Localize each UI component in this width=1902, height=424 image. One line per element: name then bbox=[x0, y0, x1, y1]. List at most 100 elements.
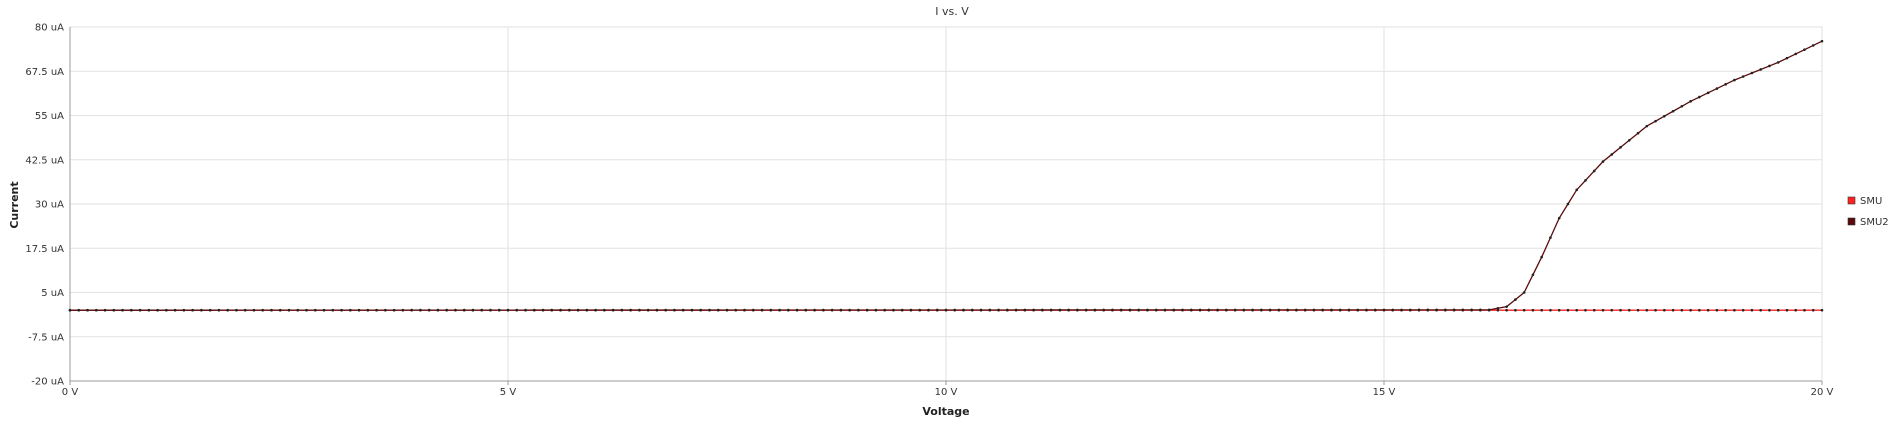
data-point bbox=[1444, 308, 1447, 312]
data-point bbox=[489, 308, 492, 312]
axes: -20 uA -7.5 uA 5 uA 17.5 uA 30 uA 42.5 uA 55 u… bbox=[25, 23, 1833, 399]
data-point bbox=[287, 308, 291, 312]
data-point bbox=[1514, 308, 1517, 312]
data-point bbox=[603, 308, 606, 312]
x-tick-label: 10 V bbox=[935, 387, 958, 398]
data-point bbox=[182, 308, 186, 312]
legend-label-smu: SMU bbox=[1860, 196, 1882, 207]
data-point bbox=[1724, 308, 1727, 312]
data-point bbox=[1566, 308, 1570, 312]
data-point bbox=[857, 308, 860, 312]
data-point bbox=[1505, 305, 1508, 308]
data-point bbox=[1470, 308, 1473, 312]
data-point bbox=[716, 308, 720, 312]
data-point bbox=[217, 308, 221, 312]
legend-swatch-smu2 bbox=[1847, 217, 1856, 226]
data-point bbox=[1163, 308, 1167, 312]
data-point bbox=[1557, 216, 1561, 220]
data-point bbox=[445, 308, 448, 312]
data-point bbox=[1382, 308, 1386, 312]
y-tick-label: -20 uA bbox=[31, 377, 64, 388]
y-tick-label: 55 uA bbox=[35, 111, 64, 122]
data-point bbox=[1724, 83, 1727, 86]
data-point bbox=[147, 308, 151, 312]
data-point bbox=[1592, 308, 1596, 312]
data-point bbox=[970, 308, 974, 312]
data-point bbox=[1601, 160, 1605, 163]
data-point bbox=[585, 308, 589, 312]
data-point bbox=[1540, 255, 1543, 259]
data-point bbox=[349, 308, 352, 312]
data-point bbox=[813, 308, 816, 312]
data-point bbox=[822, 308, 825, 312]
data-point bbox=[638, 308, 641, 312]
data-point bbox=[121, 308, 124, 312]
data-point bbox=[357, 308, 361, 312]
data-point bbox=[1286, 308, 1289, 312]
data-point bbox=[1706, 91, 1710, 95]
data-point bbox=[1330, 308, 1333, 312]
data-point bbox=[1750, 308, 1754, 312]
data-point bbox=[734, 308, 738, 312]
data-point bbox=[191, 308, 194, 312]
data-point bbox=[1733, 78, 1736, 82]
data-point bbox=[471, 308, 475, 312]
data-point bbox=[173, 308, 177, 312]
data-point bbox=[532, 308, 536, 312]
data-point bbox=[664, 308, 667, 312]
data-point bbox=[313, 308, 317, 312]
data-point bbox=[1522, 291, 1526, 294]
data-point bbox=[1146, 308, 1149, 312]
data-point bbox=[1741, 308, 1745, 312]
data-point bbox=[953, 308, 957, 312]
series bbox=[68, 39, 1824, 312]
data-point bbox=[1619, 308, 1622, 312]
data-point bbox=[550, 308, 554, 312]
x-tick-label: 15 V bbox=[1373, 387, 1396, 398]
data-point bbox=[1479, 308, 1482, 312]
data-point bbox=[427, 308, 431, 312]
data-point bbox=[1610, 153, 1614, 156]
data-point bbox=[252, 308, 256, 312]
data-point bbox=[1487, 308, 1491, 312]
data-point bbox=[235, 308, 238, 312]
data-point bbox=[1654, 308, 1657, 312]
data-point bbox=[1154, 308, 1158, 312]
data-point bbox=[1627, 308, 1631, 312]
data-point bbox=[1811, 44, 1815, 47]
data-point bbox=[156, 308, 159, 312]
data-point bbox=[804, 308, 808, 312]
data-point bbox=[497, 308, 501, 312]
data-point bbox=[620, 308, 624, 312]
data-point bbox=[1137, 308, 1141, 312]
data-point bbox=[1119, 308, 1123, 312]
data-point bbox=[1803, 308, 1806, 312]
data-point bbox=[1216, 308, 1219, 312]
data-point bbox=[278, 308, 282, 312]
data-point bbox=[138, 308, 142, 312]
data-point bbox=[1549, 236, 1552, 239]
data-point bbox=[918, 308, 922, 312]
data-point bbox=[1636, 308, 1640, 312]
data-point bbox=[1496, 308, 1500, 312]
data-point bbox=[1575, 188, 1579, 192]
data-point bbox=[1689, 100, 1692, 103]
data-point bbox=[392, 308, 396, 312]
data-point bbox=[892, 308, 895, 312]
x-tick-label: 5 V bbox=[500, 387, 517, 398]
data-point bbox=[1557, 308, 1561, 312]
data-point bbox=[760, 308, 764, 312]
data-point bbox=[699, 308, 703, 312]
data-point bbox=[1461, 308, 1465, 312]
data-point bbox=[541, 308, 545, 312]
legend-swatch-smu bbox=[1847, 196, 1856, 205]
data-point bbox=[1006, 308, 1009, 312]
data-point bbox=[962, 308, 965, 312]
data-point bbox=[839, 308, 843, 312]
data-point bbox=[1408, 308, 1412, 312]
data-point bbox=[1032, 308, 1035, 312]
data-point bbox=[1373, 308, 1377, 312]
data-point bbox=[576, 308, 580, 312]
data-point bbox=[1706, 308, 1710, 312]
data-point bbox=[1733, 308, 1736, 312]
